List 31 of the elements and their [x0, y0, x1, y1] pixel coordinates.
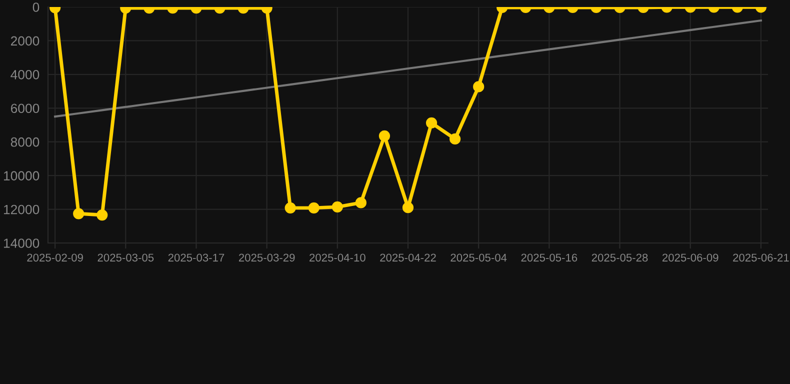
x-tick-label: 2025-03-17: [168, 254, 224, 262]
y-tick-label: 8000: [10, 137, 40, 147]
point: [402, 202, 414, 214]
x-tick-label: 2025-03-05: [98, 254, 154, 262]
x-tick-label: 2025-05-28: [592, 254, 648, 262]
x-tick-label: 2025-04-22: [380, 254, 436, 262]
x-tick-label: 2025-04-10: [310, 254, 366, 262]
line-series: [54, 19, 762, 118]
y-tick-label: 12000: [4, 204, 40, 214]
point: [96, 209, 108, 221]
point: [284, 202, 296, 214]
point: [473, 81, 484, 92]
x-tick-label: 2025-05-04: [450, 254, 507, 262]
x-tick-label: 2025-06-09: [662, 254, 718, 262]
y-tick-label: 14000: [4, 238, 40, 248]
y-tick-label: 4000: [10, 70, 40, 80]
y-tick-label: 0: [32, 2, 40, 12]
point: [355, 197, 366, 208]
x-tick-label: 2025-02-09: [27, 254, 83, 262]
y-tick-label: 6000: [10, 104, 40, 114]
point: [332, 201, 343, 212]
point: [426, 117, 438, 129]
point: [308, 202, 320, 214]
point: [73, 208, 84, 220]
y-tick-label: 10000: [4, 171, 40, 180]
point: [450, 133, 461, 145]
x-tick-label: 2025-06-21: [733, 254, 789, 262]
x-tick-label: 2025-05-16: [521, 254, 578, 262]
x-tick-label: 2025-03-29: [238, 254, 295, 262]
y-tick-label: 2000: [10, 36, 40, 46]
point: [378, 130, 390, 142]
